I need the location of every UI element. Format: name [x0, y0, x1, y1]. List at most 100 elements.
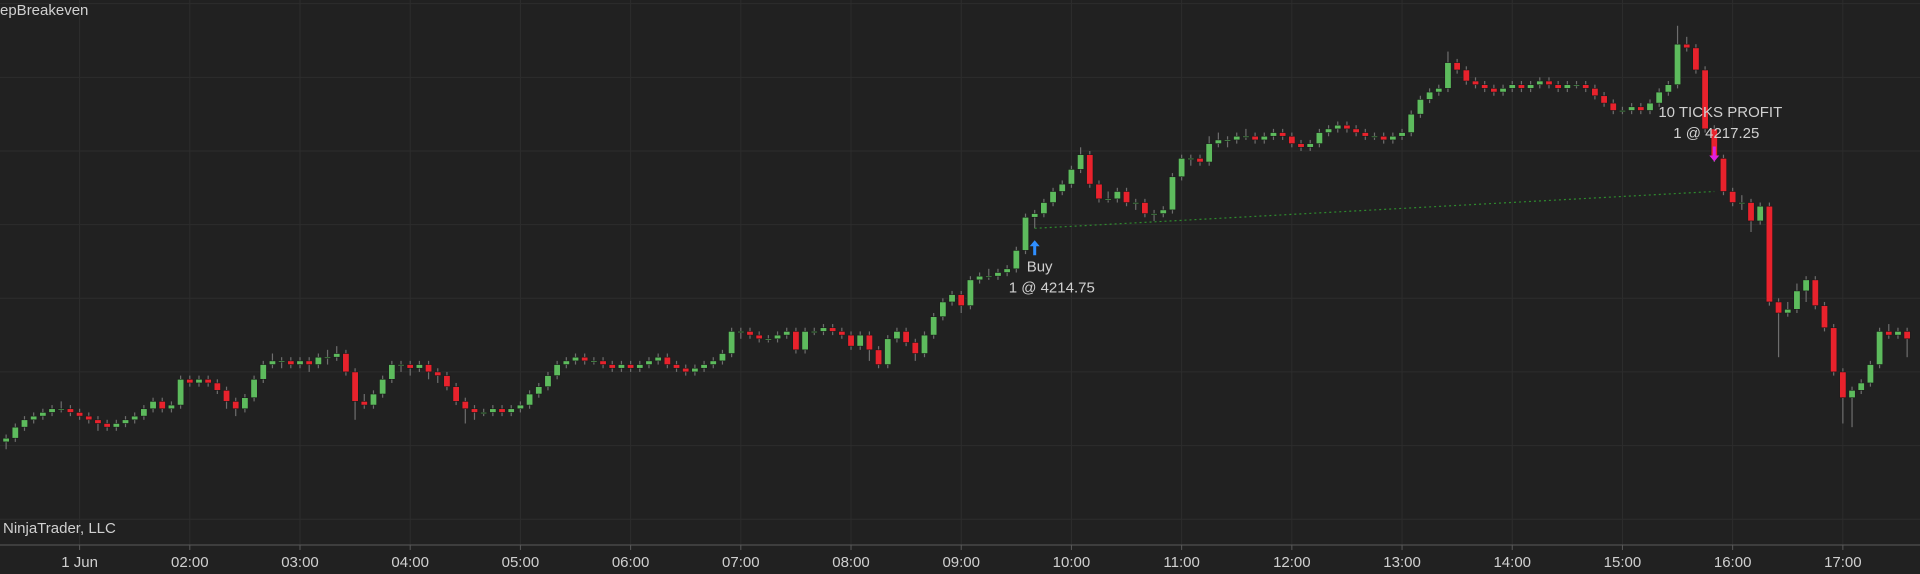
candle-body [1141, 202, 1149, 214]
candle-body [663, 356, 671, 365]
candle-body [1876, 331, 1884, 365]
candle-body [1426, 91, 1434, 100]
candle-body [76, 412, 84, 417]
candle-body [1820, 305, 1828, 329]
candle-body [66, 408, 74, 413]
candle-body [1527, 84, 1535, 89]
candle-body [122, 419, 130, 424]
candle-body [425, 364, 433, 373]
candle-body [2, 437, 10, 443]
candle-body [1380, 135, 1388, 141]
x-tick-label: 12:00 [1273, 554, 1311, 571]
candle-body [1573, 84, 1581, 87]
candle-body [158, 401, 166, 410]
candle-body [1582, 84, 1590, 89]
candle-body [48, 408, 56, 413]
candle-body [1646, 102, 1654, 111]
x-tick-label: 03:00 [281, 554, 319, 571]
x-tick-label: 1 Jun [61, 554, 98, 571]
candle-body [112, 423, 120, 428]
candle-body [1343, 124, 1351, 130]
candle-body [526, 393, 534, 406]
candle-body [535, 386, 543, 395]
candle-body [1361, 132, 1369, 137]
candle-body [838, 331, 846, 336]
candle-body [1003, 268, 1011, 273]
candle-body [939, 301, 947, 317]
candle-body [718, 353, 726, 362]
candle-body [1729, 191, 1737, 203]
candle-body [572, 356, 580, 362]
candle-body [498, 408, 506, 413]
candle-body [1077, 154, 1085, 170]
candle-body [1058, 183, 1066, 192]
candle-body [1830, 327, 1838, 373]
candle-body [85, 415, 93, 421]
candle-body [94, 419, 102, 424]
candle-body [268, 360, 276, 365]
candle-body [994, 272, 1002, 277]
x-tick-label: 17:00 [1824, 554, 1862, 571]
candle-body [1067, 169, 1075, 185]
candle-body [599, 360, 607, 365]
candle-body [562, 360, 570, 365]
candle-body [1453, 62, 1461, 71]
candle-body [1187, 158, 1195, 160]
candle-body [20, 419, 28, 428]
candle-body [388, 364, 396, 380]
candle-body [351, 371, 359, 402]
x-tick-label: 11:00 [1163, 554, 1199, 571]
candle-body [1150, 213, 1158, 216]
x-tick-label: 15:00 [1604, 554, 1642, 571]
candle-body [149, 401, 157, 410]
candle-body [673, 364, 681, 369]
candle-body [1848, 390, 1856, 399]
grid [0, 0, 1920, 545]
candle-body [783, 331, 791, 336]
candle-body [1242, 135, 1250, 138]
candle-body [1132, 202, 1140, 205]
candle-body [507, 408, 515, 413]
candle-body [39, 412, 47, 417]
x-tick-label: 08:00 [832, 554, 870, 571]
candle-body [1628, 106, 1636, 111]
candle-body [1499, 88, 1507, 93]
entry-label: Buy [1027, 258, 1053, 275]
candle-body [1563, 84, 1571, 89]
candle-body [223, 390, 231, 402]
candle-body [608, 364, 616, 369]
candle-body [213, 382, 221, 391]
candle-body [1224, 139, 1232, 142]
x-tick-label: 02:00 [171, 554, 209, 571]
candle-body [1536, 80, 1544, 85]
candle-body [1674, 43, 1682, 85]
entry-arrow [1029, 240, 1040, 256]
candle-body [856, 334, 864, 347]
copyright: NinjaTrader, LLC [3, 520, 116, 537]
candle-body [1545, 80, 1553, 85]
candle-body [819, 327, 827, 332]
candle-body [186, 378, 194, 384]
candle-body [324, 356, 332, 359]
candle-body [1756, 205, 1764, 222]
candle-body [581, 356, 589, 362]
candle-body [1205, 143, 1213, 163]
candle-body [1022, 216, 1030, 251]
candle-body [1600, 95, 1608, 104]
candle-body [1123, 191, 1131, 203]
candle-body [333, 353, 341, 358]
candle-body [11, 426, 19, 439]
candle-body [1894, 331, 1902, 336]
candle-body [1398, 132, 1406, 137]
candle-body [1857, 382, 1865, 391]
candle-body [1269, 132, 1277, 137]
candle-body [911, 342, 919, 354]
candle-body [516, 404, 524, 410]
candles [2, 25, 1911, 450]
candle-body [590, 360, 598, 363]
x-tick-label: 05:00 [502, 554, 540, 571]
candle-body [1297, 143, 1305, 148]
candle-body [792, 331, 800, 351]
exit-detail: 1 @ 4217.25 [1673, 125, 1759, 142]
candle-body [553, 364, 561, 376]
